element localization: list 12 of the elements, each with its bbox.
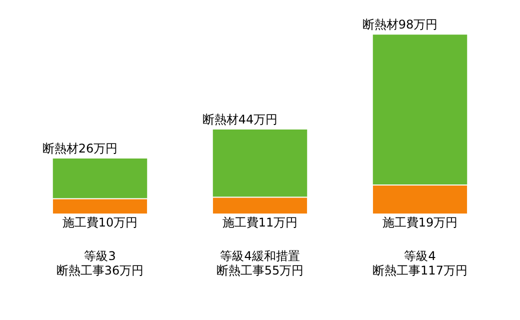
x-tick-label: 等級3 [84, 248, 116, 263]
data-label: 断熱材26万円 [42, 142, 118, 156]
text: 断熱工事117万円 [372, 264, 468, 278]
data-label: 施工費11万円 [222, 216, 298, 230]
data-label: 施工費19万円 [382, 216, 458, 230]
x-tick-label: 等級4 [404, 248, 436, 263]
data-label: 施工費10万円 [62, 216, 138, 230]
data-label: 断熱材98万円 [362, 18, 438, 32]
data-label: 断熱材44万円 [202, 112, 278, 127]
x-tick-label: 等級4緩和措置 [220, 248, 300, 263]
text: 断熱工事36万円 [56, 264, 144, 278]
text: 断熱工事55万円 [216, 264, 304, 278]
